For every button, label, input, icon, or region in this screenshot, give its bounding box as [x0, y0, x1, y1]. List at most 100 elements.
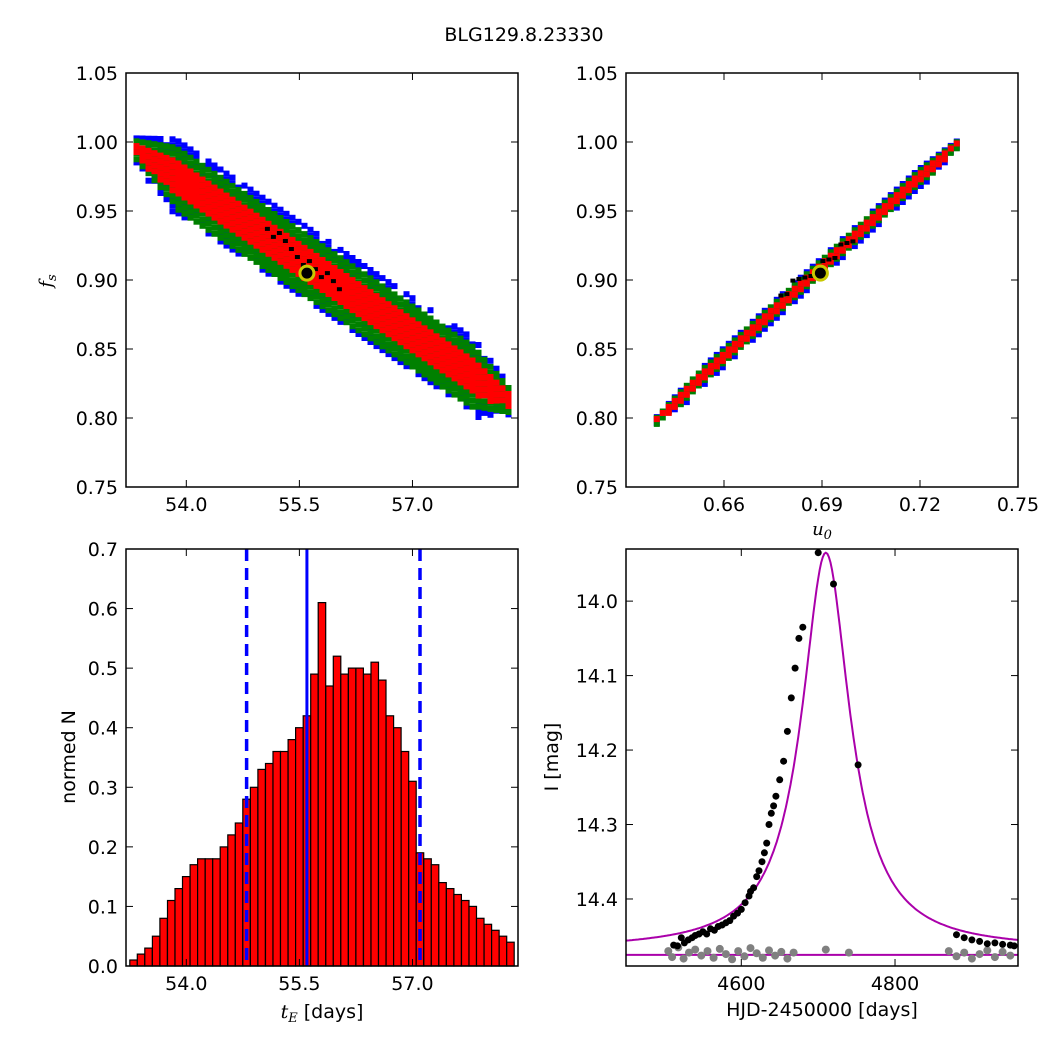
fs-vs-te-density-cell-red — [499, 391, 506, 398]
fs-vs-te-density-cell-green — [415, 361, 422, 368]
fs-vs-te-density-cell-blue — [163, 196, 170, 203]
te-histogram-x-tick-label: 57.0 — [391, 973, 433, 995]
lightcurve-plot — [626, 549, 1018, 964]
te-histogram-panel: 54.0 55.5 57.0 0.0 0.1 0.2 0.3 0.4 0.5 0.6 0.7 nor… — [58, 539, 519, 1026]
fs-vs-te-density-cell-green — [463, 387, 470, 394]
fs-vs-te-density-cell-green — [367, 335, 374, 342]
histogram-bar — [264, 762, 274, 967]
observation-point — [830, 580, 837, 588]
fs-vs-te-density-cell-red — [175, 172, 182, 179]
fs-vs-te-density-cell-green — [391, 351, 398, 358]
fs-vs-te-density-cell-green — [325, 295, 332, 302]
fs-vs-te-density-cell-red — [187, 198, 194, 205]
fs-vs-u0-density-cell-green — [881, 199, 888, 206]
histogram-bar — [332, 655, 342, 967]
fs-vs-te-density-cell-green — [487, 369, 494, 376]
fs-vs-te-density-cell-green — [247, 194, 254, 201]
fs-vs-te-density-cell-green — [433, 379, 440, 386]
fs-vs-te-density-cell-blue — [295, 218, 302, 225]
histogram-bar — [377, 679, 387, 967]
fs-vs-te-density-cell-green — [493, 406, 500, 413]
fs-vs-u0-x-tick-label: 0.69 — [801, 494, 843, 516]
fs-vs-te-density-cell-green — [157, 142, 164, 149]
fs-vs-te-density-cell-red — [265, 244, 272, 251]
fs-vs-u0-density-cell-red — [785, 297, 792, 304]
fs-vs-te-density-cell-red — [313, 252, 320, 259]
fs-vs-te-density-cell-red — [199, 176, 206, 183]
fs-vs-te-density-cell-red — [427, 347, 434, 354]
fs-vs-te-density-cell-red — [307, 248, 314, 255]
residual-point — [709, 953, 718, 962]
fs-vs-te-density-cell-red — [427, 341, 434, 348]
fs-vs-te-density-cell-green — [487, 405, 494, 412]
fs-vs-te-density-cell-green — [463, 393, 470, 400]
fs-vs-u0-density-cell-green — [947, 149, 954, 156]
fs-vs-te-density-cell-red — [373, 323, 380, 330]
fs-vs-te-density-cell-green — [373, 333, 380, 340]
fs-vs-te-density-cell-blue — [313, 302, 320, 309]
fs-vs-te-density-cell-red — [367, 319, 374, 326]
fs-vs-te-density-cell-red — [397, 315, 404, 322]
fs-vs-te-density-cell-red — [223, 210, 230, 217]
fs-vs-te-density-cell-red — [475, 374, 482, 381]
fs-vs-te-density-cell-green — [361, 331, 368, 338]
fs-vs-u0-density-cell-green — [707, 359, 714, 366]
fs-vs-te-density-cell-green — [433, 325, 440, 332]
fs-vs-te-density-cell-green — [319, 249, 326, 256]
fs-vs-te-density-cell-green — [187, 202, 194, 209]
fs-vs-te-density-cell-red — [457, 349, 464, 356]
fs-vs-te-density-cell-green — [253, 252, 260, 259]
fs-vs-te-density-cell-green — [343, 313, 350, 320]
fs-vs-te-density-cell-green — [229, 236, 236, 243]
fs-vs-te-density-cell-red — [403, 325, 410, 332]
fs-vs-te-density-cell-red — [331, 295, 338, 301]
fs-vs-u0-density-cell-blue — [917, 183, 924, 189]
fs-vs-te-density-cell-green — [331, 299, 338, 306]
fs-vs-te-density-cell-blue — [235, 250, 242, 257]
observation-point — [999, 940, 1007, 948]
fs-vs-te-density-cell-green — [331, 251, 338, 258]
fs-vs-te-density-cell-red — [421, 355, 428, 362]
fs-vs-u0-density-cell-red — [809, 275, 816, 282]
fs-vs-te-density-cell-red — [337, 269, 344, 275]
fs-vs-te-density-cell-green — [157, 184, 164, 191]
fs-vs-te-density-cell-red — [211, 196, 218, 203]
fs-vs-te-density-cell-blue — [169, 202, 176, 209]
fs-vs-te-density-cell-red — [451, 351, 458, 358]
fs-vs-te-density-cell-red — [199, 188, 206, 195]
fs-vs-te-density-cell-red — [289, 254, 296, 261]
fs-vs-u0-density-cell-red — [797, 286, 804, 293]
fs-vs-u0-density-cell-red — [719, 357, 726, 364]
fs-vs-te-density-cell-red — [133, 143, 140, 150]
fs-vs-te-density-cell-green — [325, 253, 332, 260]
fs-vs-te-density-cell-blue — [295, 290, 302, 297]
histogram-bar — [453, 893, 462, 967]
fs-vs-u0-density-cell-red — [941, 156, 948, 163]
fs-vs-te-density-cell-green — [247, 254, 254, 261]
fs-vs-u0-density-cell-red — [683, 391, 690, 398]
fs-vs-te-density-cell-green — [469, 403, 476, 410]
fs-vs-te-density-cell-red — [379, 315, 386, 322]
observation-point — [814, 549, 822, 557]
fs-vs-te-density-cell-green — [205, 166, 212, 173]
fs-vs-te-density-cell-red — [427, 359, 434, 366]
fs-vs-te-density-cell-green — [505, 385, 512, 391]
fs-vs-te-density-cell-red — [355, 281, 362, 288]
fs-vs-u0-density-cell-red — [845, 242, 852, 249]
fs-vs-te-density-cell-green — [325, 301, 332, 308]
fs-vs-te-density-cell-green — [451, 391, 458, 398]
fs-vs-te-density-cell-red — [253, 236, 260, 243]
fs-vs-te-density-cell-red — [391, 305, 398, 312]
fs-vs-te-density-cell-green — [199, 222, 206, 229]
fs-vs-te-density-cell-green — [475, 355, 482, 362]
fs-vs-u0-density-cell-red — [725, 346, 732, 353]
fs-vs-te-density-cell-green — [445, 387, 452, 394]
fs-vs-te-density-cell-green — [181, 204, 188, 211]
fs-vs-te-density-cell-green — [463, 399, 470, 406]
histogram-bar — [204, 858, 214, 967]
fs-vs-te-density-cell-green — [421, 317, 428, 324]
fs-vs-te-density-cell-red — [487, 398, 494, 404]
observation-point — [953, 931, 960, 939]
observation-point — [677, 934, 685, 942]
fs-vs-te-density-cell-red — [253, 212, 260, 219]
